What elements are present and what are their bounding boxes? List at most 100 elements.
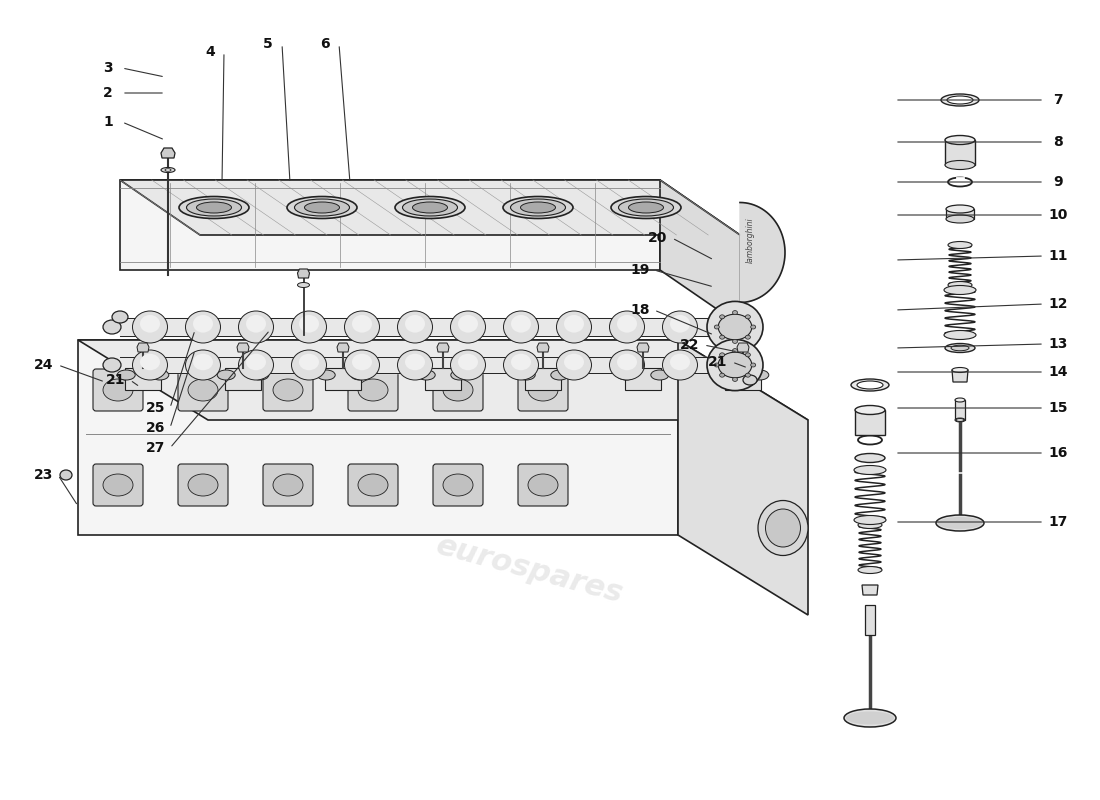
Ellipse shape [103,320,121,334]
Ellipse shape [186,350,220,380]
Ellipse shape [855,406,886,414]
Polygon shape [637,343,649,352]
Ellipse shape [217,370,235,380]
Ellipse shape [458,315,478,333]
Ellipse shape [503,197,573,218]
Ellipse shape [395,197,465,218]
Ellipse shape [140,354,159,370]
Ellipse shape [186,311,220,343]
Polygon shape [537,343,549,352]
Ellipse shape [512,354,531,370]
Ellipse shape [628,202,663,213]
Ellipse shape [946,205,974,213]
Ellipse shape [858,566,882,574]
Ellipse shape [740,353,750,371]
Ellipse shape [140,315,159,333]
Ellipse shape [417,370,436,380]
Ellipse shape [733,339,737,343]
Polygon shape [725,368,761,390]
FancyBboxPatch shape [433,464,483,506]
Ellipse shape [451,311,485,343]
Text: 21: 21 [708,355,728,369]
Text: 16: 16 [1048,446,1068,460]
Ellipse shape [746,353,750,357]
Ellipse shape [719,315,725,319]
Ellipse shape [707,339,763,390]
Ellipse shape [246,354,266,370]
Polygon shape [337,343,349,352]
Polygon shape [660,180,740,325]
Text: 20: 20 [648,231,668,245]
Ellipse shape [443,379,473,401]
Text: 27: 27 [146,441,166,455]
Ellipse shape [305,202,340,213]
Ellipse shape [944,330,976,339]
Ellipse shape [510,199,565,216]
Ellipse shape [618,199,673,216]
Ellipse shape [161,167,175,173]
Ellipse shape [517,370,536,380]
Ellipse shape [188,379,218,401]
FancyBboxPatch shape [263,369,313,411]
Ellipse shape [187,199,242,216]
Ellipse shape [352,354,372,370]
Ellipse shape [246,315,266,333]
FancyBboxPatch shape [433,369,483,411]
Ellipse shape [412,202,448,213]
Ellipse shape [948,282,972,289]
Ellipse shape [945,135,975,145]
Text: 14: 14 [1048,365,1068,379]
Ellipse shape [670,354,690,370]
Text: 10: 10 [1048,208,1068,222]
Ellipse shape [742,375,757,385]
Ellipse shape [944,286,976,294]
Ellipse shape [857,381,883,389]
Ellipse shape [358,474,388,496]
Ellipse shape [609,350,645,380]
Text: 7: 7 [1053,93,1063,107]
Ellipse shape [947,96,974,104]
Ellipse shape [188,474,218,496]
Ellipse shape [292,350,327,380]
Ellipse shape [103,358,121,372]
FancyBboxPatch shape [348,464,398,506]
Polygon shape [120,180,740,235]
Text: 25: 25 [146,401,166,415]
Text: 13: 13 [1048,337,1068,351]
FancyBboxPatch shape [518,464,568,506]
FancyBboxPatch shape [348,369,398,411]
Ellipse shape [719,373,725,377]
Polygon shape [324,368,361,390]
Ellipse shape [458,354,478,370]
Ellipse shape [151,370,168,380]
Ellipse shape [858,522,882,529]
Ellipse shape [292,311,327,343]
Ellipse shape [403,199,458,216]
Ellipse shape [299,315,319,333]
Ellipse shape [299,354,319,370]
Text: 12: 12 [1048,297,1068,311]
Ellipse shape [520,202,556,213]
Ellipse shape [197,202,231,213]
Text: 19: 19 [630,263,650,277]
Ellipse shape [405,354,425,370]
Text: 3: 3 [103,61,113,75]
Ellipse shape [955,418,965,422]
Ellipse shape [610,197,681,218]
Ellipse shape [165,169,170,171]
Polygon shape [625,368,661,390]
Polygon shape [78,340,809,420]
Ellipse shape [297,282,309,287]
Ellipse shape [273,474,303,496]
Ellipse shape [451,370,469,380]
Text: 4: 4 [205,45,214,59]
Polygon shape [945,140,975,165]
FancyBboxPatch shape [518,369,568,411]
Ellipse shape [287,197,358,218]
Polygon shape [161,148,175,158]
Ellipse shape [948,242,972,249]
Ellipse shape [557,311,592,343]
Text: eurospares: eurospares [433,531,627,609]
Ellipse shape [317,370,336,380]
Ellipse shape [617,370,635,380]
